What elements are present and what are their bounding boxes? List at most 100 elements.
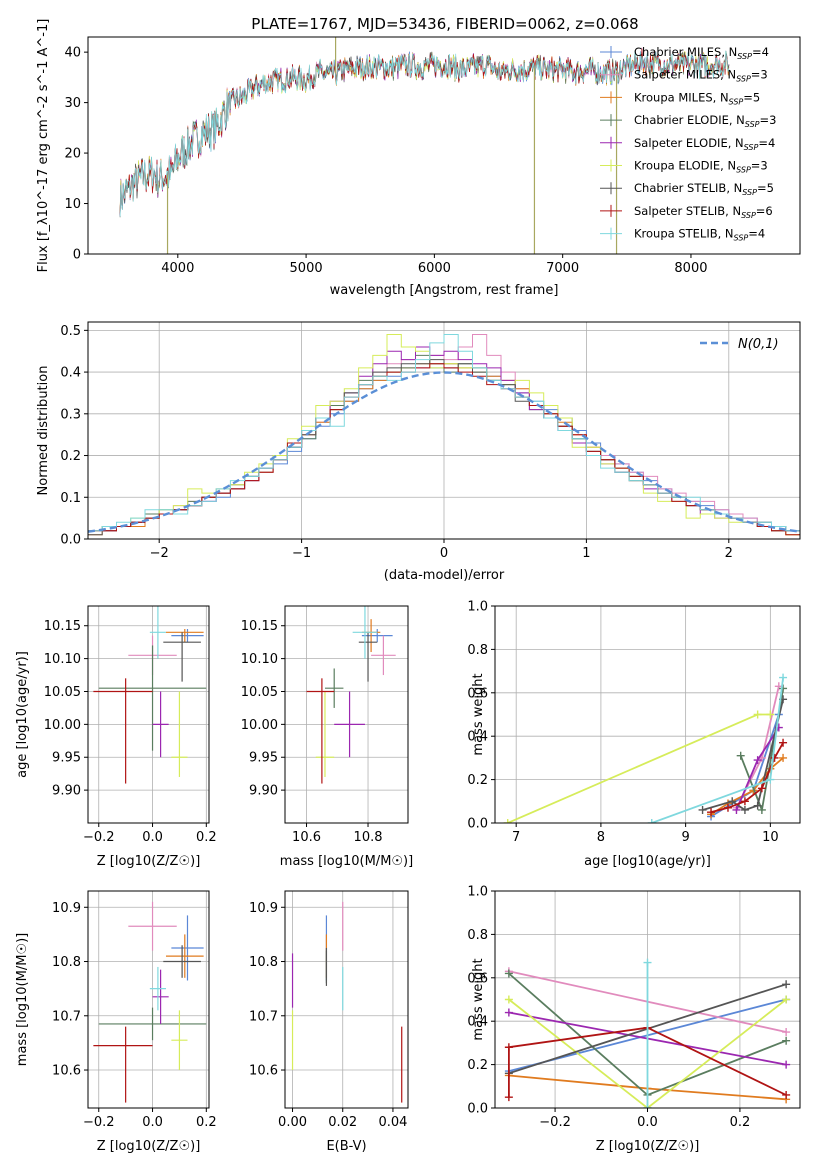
weight_vs_Z-xtick-label: 0.2	[730, 1115, 751, 1130]
weight_vs_Z-ytick-label: 0.6	[467, 971, 488, 986]
weight-point	[779, 753, 788, 762]
mass_vs_Z-frame	[87, 890, 210, 1109]
mass_vs_Z-xtick-label: 0.0	[142, 1115, 163, 1130]
mass_vs_ebv-xtick-label: 0.02	[328, 1115, 357, 1130]
weight-point	[740, 805, 749, 814]
weight-point	[770, 753, 779, 762]
spectrum-xtick-label: 8000	[674, 261, 707, 276]
age_vs_mass-ytick-label: 10.00	[241, 718, 278, 733]
weight-point	[779, 738, 788, 747]
mass_vs_Z-ytick-label: 10.7	[52, 1009, 81, 1024]
spectrum-xtick-label: 7000	[546, 261, 579, 276]
mass_vs_Z-panel: −0.2 0.0 0.2 10.6 10.7 10.8 10.9 Z [log10(Z/Z☉)…	[15, 890, 217, 1154]
weight-point	[779, 673, 788, 682]
residuals-ylabel: Normed distribution	[36, 366, 51, 496]
age_vs_mass-ytick-label: 10.05	[241, 685, 278, 700]
weight_vs_Z-xtick-label: −0.2	[539, 1115, 571, 1130]
residuals-panel: −2 −1 0 1 2 0.0 0.1 0.2 0.3 0.4 0.5 (data-model)/er…	[36, 321, 801, 583]
age_vs_mass-xtick-label: 10.8	[354, 830, 383, 845]
weight_vs_age-frame	[494, 605, 801, 824]
legend-label: Salpeter STELIB, NSSP=6	[634, 204, 773, 220]
age_vs_Z-ytick-label: 10.05	[44, 685, 81, 700]
weight_vs_Z-ytick-label: 0.2	[467, 1058, 488, 1073]
age_vs_mass-ytick-label: 10.15	[241, 619, 278, 634]
figure-title: PLATE=1767, MJD=53436, FIBERID=0062, z=0…	[251, 15, 638, 33]
weight-point	[504, 995, 513, 1004]
weight-point	[766, 775, 775, 784]
weight_vs_age-ytick-label: 0.2	[467, 773, 488, 788]
weight_vs_age-ylabel: mass weight	[471, 673, 486, 755]
age_vs_Z-ylabel: age [log10(age/yr)]	[15, 651, 30, 778]
age_vs_Z-ytick-label: 10.10	[44, 652, 81, 667]
weight_vs_Z-ytick-label: 0.8	[467, 928, 488, 943]
weight_vs_Z-panel: −0.2 0.0 0.2 0.0 0.2 0.4 0.6 0.8 1.0 Z [log10(Z/Z…	[467, 885, 801, 1154]
weight-point	[740, 797, 749, 806]
spectrum-ytick-label: 20	[64, 147, 81, 162]
spectrum-ytick-label: 40	[64, 46, 81, 61]
legend-label: Salpeter ELODIE, NSSP=4	[634, 136, 775, 152]
age_vs_mass-plot-area	[306, 606, 396, 784]
weight-point	[782, 980, 791, 989]
weight-point	[698, 805, 707, 814]
weight-point	[503, 819, 512, 823]
mass_vs_Z-ytick-label: 10.6	[52, 1064, 81, 1079]
age_vs_Z-ytick-label: 9.90	[52, 784, 81, 799]
age_vs_mass-background	[285, 606, 408, 823]
residuals-xtick-label: 1	[582, 546, 590, 561]
residuals-ytick-label: 0.0	[60, 533, 81, 548]
spectrum-xtick-label: 4000	[161, 261, 194, 276]
weight-point	[707, 808, 716, 817]
age_vs_Z-ytick-label: 10.15	[44, 619, 81, 634]
residuals-xtick-label: −1	[292, 546, 311, 561]
age_vs_Z-plot-area	[93, 606, 207, 784]
residuals-plot-area	[88, 334, 800, 536]
age_vs_mass-ytick-label: 10.10	[241, 652, 278, 667]
mass_vs_Z-ylabel: mass [log10(M/M☉)]	[15, 933, 30, 1066]
weight-point	[782, 995, 791, 1004]
mass_vs_ebv-ytick-label: 10.9	[249, 901, 278, 916]
residuals-xtick-label: 0	[440, 546, 448, 561]
spectrum-xtick-label: 6000	[418, 261, 451, 276]
weight-point	[782, 1028, 791, 1037]
weight_vs_Z-plot-area	[504, 958, 791, 1108]
age_vs_Z-panel: −0.2 0.0 0.2 9.90 9.95 10.00 10.05 10.10 10.15 Z …	[15, 605, 217, 869]
weight-point	[753, 756, 762, 765]
weight_vs_age-panel: 7 8 9 10 0.0 0.2 0.4 0.6 0.8 1.0 age [log10(age/yr…	[467, 600, 801, 869]
age_vs_mass-ytick-label: 9.90	[249, 784, 278, 799]
spectrum-xtick-label: 5000	[290, 261, 323, 276]
mass_vs_Z-ytick-label: 10.9	[52, 901, 81, 916]
legend-label: Kroupa STELIB, NSSP=4	[634, 227, 765, 243]
residuals-xtick-label: −2	[150, 546, 169, 561]
histogram-series	[88, 334, 800, 532]
mass_vs_Z-xtick-label: −0.2	[83, 1115, 115, 1130]
weight-point	[504, 1093, 513, 1102]
spectrum-frame	[87, 36, 801, 255]
mass_vs_ebv-xtick-label: 0.00	[278, 1115, 307, 1130]
age_vs_mass-frame	[284, 605, 409, 824]
weight-series	[508, 1026, 787, 1098]
spectrum-ytick-label: 0	[73, 248, 81, 263]
spectrum-ytick-label: 10	[64, 197, 81, 212]
legend-label: Chabrier STELIB, NSSP=5	[634, 181, 774, 197]
mass_vs_ebv-xtick-label: 0.04	[378, 1115, 407, 1130]
weight_vs_age-xtick-label: 10	[762, 830, 779, 845]
weight-point	[753, 801, 762, 810]
age_vs_Z-frame	[87, 605, 210, 824]
weight-point	[732, 805, 741, 814]
weight_vs_Z-ytick-label: 1.0	[467, 885, 488, 900]
mass_vs_ebv-ytick-label: 10.6	[249, 1064, 278, 1079]
age_vs_Z-xtick-label: −0.2	[83, 830, 115, 845]
age_vs_mass-ytick-label: 9.95	[249, 751, 278, 766]
weight_vs_age-ytick-label: 0.8	[467, 643, 488, 658]
weight-point	[736, 751, 745, 760]
residuals-xlabel: (data-model)/error	[384, 568, 505, 583]
legend-label: Kroupa MILES, NSSP=5	[634, 90, 760, 106]
spectrum-panel: 4000 5000 6000 7000 8000 0 10 20 30 40 wavelength …	[36, 19, 801, 298]
mass_vs_Z-background	[88, 891, 209, 1108]
weight_vs_age-plot-area	[503, 673, 788, 823]
residuals-ytick-label: 0.2	[60, 449, 81, 464]
weight_vs_age-xtick-label: 8	[597, 830, 605, 845]
age_vs_Z-xlabel: Z [log10(Z/Z☉)]	[97, 854, 201, 869]
weight_vs_age-xtick-label: 7	[512, 830, 520, 845]
